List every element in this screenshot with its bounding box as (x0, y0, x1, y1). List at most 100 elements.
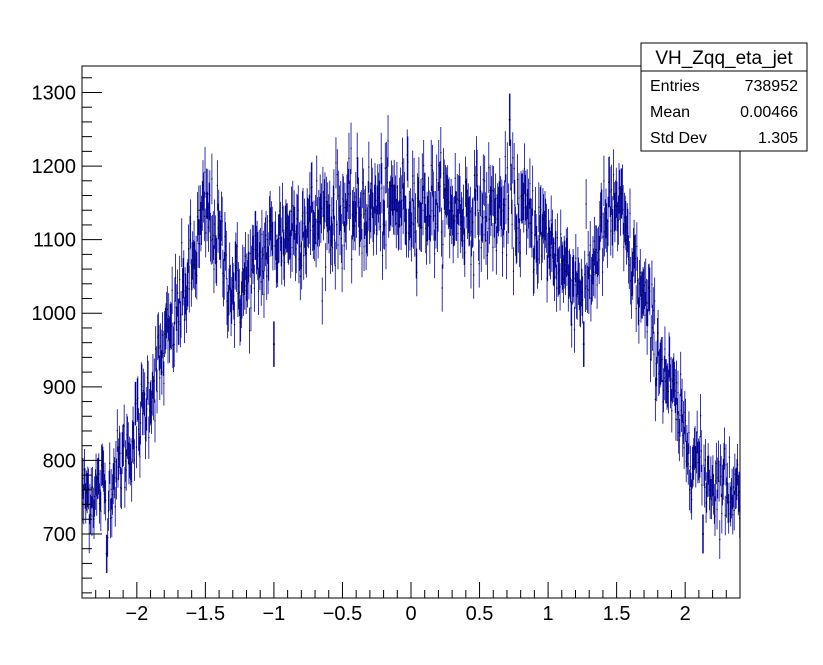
data-point (525, 170, 527, 221)
data-point (184, 267, 186, 315)
data-point (150, 380, 152, 424)
data-point (645, 258, 647, 306)
data-point (510, 163, 513, 215)
data-point (622, 184, 624, 235)
data-point (515, 215, 517, 265)
data-point (360, 190, 362, 240)
data-point (218, 210, 221, 260)
data-point (104, 462, 106, 504)
data-point (621, 164, 624, 215)
data-point (175, 284, 177, 331)
data-point (421, 202, 423, 253)
data-point (329, 180, 331, 231)
data-point (408, 208, 410, 258)
data-point (530, 198, 532, 248)
data-point (423, 139, 425, 191)
data-point (111, 474, 114, 515)
data-point (193, 220, 195, 270)
data-point (466, 189, 469, 240)
data-point (665, 359, 667, 404)
data-point (699, 394, 702, 438)
data-point (510, 139, 512, 191)
data-point (456, 174, 458, 225)
data-point (102, 450, 105, 492)
data-point (571, 256, 574, 305)
data-point (435, 199, 437, 249)
data-point (168, 317, 170, 363)
data-point (614, 180, 617, 231)
data-point (540, 231, 543, 281)
data-point (120, 468, 123, 509)
data-point (579, 279, 581, 327)
data-point (211, 214, 214, 264)
data-point (257, 231, 259, 281)
data-point (198, 219, 201, 269)
data-point (647, 264, 650, 312)
data-point (288, 211, 290, 260)
data-point (619, 186, 621, 236)
data-point (440, 207, 443, 257)
stats-box-title: VH_Zqq_eta_jet (655, 48, 793, 69)
data-point (227, 291, 229, 339)
data-point (346, 161, 349, 212)
data-point (638, 297, 640, 344)
data-point (470, 240, 472, 289)
data-point (623, 192, 626, 243)
data-point (475, 136, 478, 188)
data-point (181, 268, 184, 316)
data-point (377, 164, 379, 215)
data-point (682, 414, 684, 457)
data-point (587, 230, 589, 280)
data-point (214, 199, 216, 249)
data-point (109, 498, 112, 539)
data-point (332, 185, 334, 236)
data-point (317, 209, 319, 259)
data-point (643, 261, 645, 310)
data-point (338, 185, 340, 236)
data-point (324, 172, 326, 223)
data-point (124, 467, 126, 508)
data-point (471, 207, 473, 257)
data-point (195, 235, 197, 285)
data-point (414, 193, 417, 243)
data-point (471, 198, 473, 248)
data-point (575, 234, 577, 283)
data-point (386, 141, 388, 193)
data-point (206, 191, 208, 242)
data-point (165, 303, 167, 350)
data-point (454, 152, 456, 204)
data-point (115, 440, 117, 483)
data-point (538, 215, 541, 264)
data-point (150, 390, 153, 434)
data-point (625, 215, 628, 265)
data-point (386, 157, 388, 208)
data-point (673, 353, 675, 398)
data-point (365, 221, 367, 271)
data-point (294, 206, 296, 256)
data-point (645, 279, 648, 326)
data-point (141, 364, 143, 409)
data-point (271, 206, 273, 256)
data-point (285, 203, 288, 253)
data-point (146, 355, 149, 400)
data-point (463, 216, 465, 266)
data-point (323, 190, 325, 241)
data-point (465, 178, 467, 229)
data-point (708, 469, 711, 511)
data-point (686, 432, 689, 475)
data-point (148, 416, 150, 459)
data-point (479, 185, 481, 236)
data-point (429, 215, 431, 264)
data-point (583, 321, 585, 367)
data-point (133, 439, 136, 481)
data-point (240, 295, 242, 342)
data-point (464, 228, 466, 277)
data-point (484, 192, 486, 242)
data-point (464, 156, 467, 207)
data-point (294, 232, 297, 282)
data-point (164, 307, 166, 354)
data-point (327, 194, 330, 244)
data-point (533, 245, 535, 294)
data-point (680, 351, 682, 397)
data-point (375, 175, 377, 226)
